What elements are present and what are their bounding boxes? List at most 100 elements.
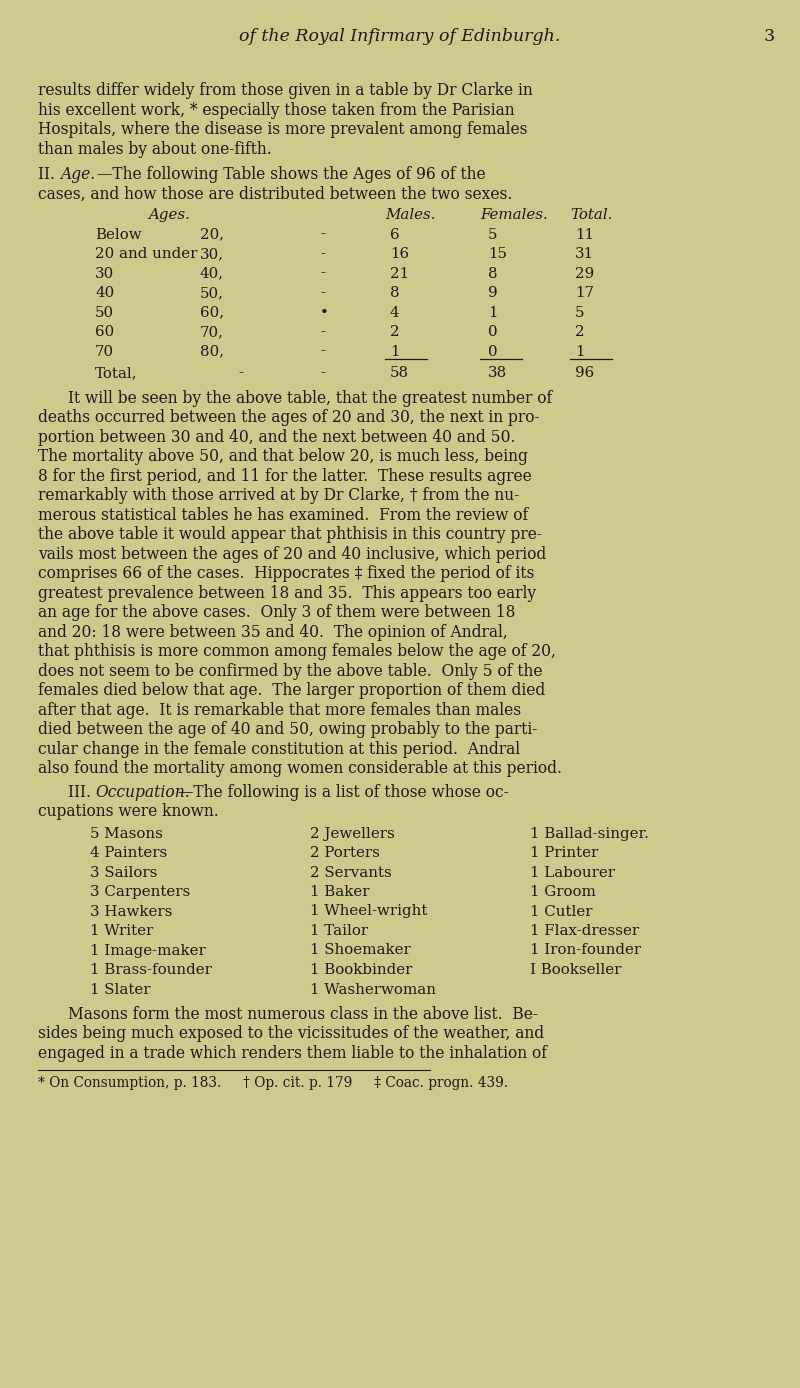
Text: also found the mortality among women considerable at this period.: also found the mortality among women con… — [38, 761, 562, 777]
Text: -: - — [320, 344, 325, 358]
Text: vails most between the ages of 20 and 40 inclusive, which period: vails most between the ages of 20 and 40… — [38, 545, 546, 562]
Text: 3: 3 — [764, 28, 775, 44]
Text: 50: 50 — [95, 305, 114, 319]
Text: 1 Cutler: 1 Cutler — [530, 905, 593, 919]
Text: 29: 29 — [575, 266, 594, 280]
Text: 6: 6 — [390, 228, 400, 242]
Text: 60: 60 — [95, 325, 114, 339]
Text: —The following is a list of those whose oc-: —The following is a list of those whose … — [178, 783, 509, 801]
Text: Males.: Males. — [385, 208, 435, 222]
Text: 9: 9 — [488, 286, 498, 300]
Text: his excellent work, * especially those taken from the Parisian: his excellent work, * especially those t… — [38, 101, 514, 118]
Text: 70: 70 — [95, 344, 114, 358]
Text: 2 Servants: 2 Servants — [310, 866, 392, 880]
Text: 96: 96 — [575, 366, 594, 380]
Text: 30: 30 — [95, 266, 114, 280]
Text: deaths occurred between the ages of 20 and 30, the next in pro-: deaths occurred between the ages of 20 a… — [38, 409, 540, 426]
Text: 1: 1 — [575, 344, 585, 358]
Text: 15: 15 — [488, 247, 507, 261]
Text: greatest prevalence between 18 and 35.  This appears too early: greatest prevalence between 18 and 35. T… — [38, 584, 536, 601]
Text: 1 Wheel-wright: 1 Wheel-wright — [310, 905, 427, 919]
Text: remarkably with those arrived at by Dr Clarke, † from the nu-: remarkably with those arrived at by Dr C… — [38, 487, 519, 504]
Text: of the Royal Infirmary of Edinburgh.: of the Royal Infirmary of Edinburgh. — [239, 28, 561, 44]
Text: 31: 31 — [575, 247, 594, 261]
Text: III.: III. — [68, 783, 96, 801]
Text: cular change in the female constitution at this period.  Andral: cular change in the female constitution … — [38, 741, 520, 758]
Text: 2 Porters: 2 Porters — [310, 847, 380, 861]
Text: does not seem to be confirmed by the above table.  Only 5 of the: does not seem to be confirmed by the abo… — [38, 662, 542, 680]
Text: 30,: 30, — [200, 247, 224, 261]
Text: merous statistical tables he has examined.  From the review of: merous statistical tables he has examine… — [38, 507, 528, 523]
Text: -: - — [320, 366, 325, 380]
Text: 2: 2 — [390, 325, 400, 339]
Text: 1 Brass-founder: 1 Brass-founder — [90, 963, 212, 977]
Text: -: - — [320, 325, 325, 339]
Text: II.: II. — [38, 167, 60, 183]
Text: 1 Baker: 1 Baker — [310, 886, 370, 899]
Text: Hospitals, where the disease is more prevalent among females: Hospitals, where the disease is more pre… — [38, 121, 527, 137]
Text: 1: 1 — [488, 305, 498, 319]
Text: 20,: 20, — [200, 228, 224, 242]
Text: 2 Jewellers: 2 Jewellers — [310, 826, 394, 841]
Text: 5: 5 — [488, 228, 498, 242]
Text: 3 Sailors: 3 Sailors — [90, 866, 158, 880]
Text: comprises 66 of the cases.  Hippocrates ‡ fixed the period of its: comprises 66 of the cases. Hippocrates ‡… — [38, 565, 534, 582]
Text: and 20: 18 were between 35 and 40.  The opinion of Andral,: and 20: 18 were between 35 and 40. The o… — [38, 623, 508, 640]
Text: 1 Bookbinder: 1 Bookbinder — [310, 963, 412, 977]
Text: 20 and under: 20 and under — [95, 247, 198, 261]
Text: 40,: 40, — [200, 266, 224, 280]
Text: -: - — [320, 266, 325, 280]
Text: Females.: Females. — [480, 208, 548, 222]
Text: 8 for the first period, and 11 for the latter.  These results agree: 8 for the first period, and 11 for the l… — [38, 468, 532, 484]
Text: 1 Labourer: 1 Labourer — [530, 866, 615, 880]
Text: It will be seen by the above table, that the greatest number of: It will be seen by the above table, that… — [68, 390, 552, 407]
Text: 17: 17 — [575, 286, 594, 300]
Text: 70,: 70, — [200, 325, 224, 339]
Text: 21: 21 — [390, 266, 409, 280]
Text: 38: 38 — [488, 366, 507, 380]
Text: 80,: 80, — [200, 344, 224, 358]
Text: 1 Writer: 1 Writer — [90, 924, 154, 938]
Text: portion between 30 and 40, and the next between 40 and 50.: portion between 30 and 40, and the next … — [38, 429, 515, 446]
Text: 5: 5 — [575, 305, 585, 319]
Text: Masons form the most numerous class in the above list.  Be-: Masons form the most numerous class in t… — [68, 1006, 538, 1023]
Text: 0: 0 — [488, 325, 498, 339]
Text: 16: 16 — [390, 247, 409, 261]
Text: -: - — [238, 366, 243, 380]
Text: 1 Ballad-singer.: 1 Ballad-singer. — [530, 826, 649, 841]
Text: 40: 40 — [95, 286, 114, 300]
Text: Ages.: Ages. — [148, 208, 190, 222]
Text: 4: 4 — [390, 305, 400, 319]
Text: engaged in a trade which renders them liable to the inhalation of: engaged in a trade which renders them li… — [38, 1045, 547, 1062]
Text: 58: 58 — [390, 366, 409, 380]
Text: Below: Below — [95, 228, 142, 242]
Text: 3 Hawkers: 3 Hawkers — [90, 905, 172, 919]
Text: an age for the above cases.  Only 3 of them were between 18: an age for the above cases. Only 3 of th… — [38, 604, 515, 620]
Text: 1 Image-maker: 1 Image-maker — [90, 944, 206, 958]
Text: 2: 2 — [575, 325, 585, 339]
Text: 1 Printer: 1 Printer — [530, 847, 598, 861]
Text: that phthisis is more common among females below the age of 20,: that phthisis is more common among femal… — [38, 643, 556, 661]
Text: 1 Groom: 1 Groom — [530, 886, 596, 899]
Text: 60,: 60, — [200, 305, 224, 319]
Text: 50,: 50, — [200, 286, 224, 300]
Text: after that age.  It is remarkable that more females than males: after that age. It is remarkable that mo… — [38, 701, 521, 719]
Text: Age.: Age. — [60, 167, 95, 183]
Text: sides being much exposed to the vicissitudes of the weather, and: sides being much exposed to the vicissit… — [38, 1026, 544, 1042]
Text: 1 Iron-founder: 1 Iron-founder — [530, 944, 641, 958]
Text: —The following Table shows the Ages of 96 of the: —The following Table shows the Ages of 9… — [97, 167, 486, 183]
Text: I Bookseller: I Bookseller — [530, 963, 622, 977]
Text: 1 Shoemaker: 1 Shoemaker — [310, 944, 410, 958]
Text: 11: 11 — [575, 228, 594, 242]
Text: 4 Painters: 4 Painters — [90, 847, 167, 861]
Text: -: - — [320, 286, 325, 300]
Text: females died below that age.  The larger proportion of them died: females died below that age. The larger … — [38, 682, 546, 700]
Text: 1 Washerwoman: 1 Washerwoman — [310, 983, 436, 997]
Text: •: • — [320, 305, 329, 319]
Text: the above table it would appear that phthisis in this country pre-: the above table it would appear that pht… — [38, 526, 542, 543]
Text: * On Consumption, p. 183.     † Op. cit. p. 179     ‡ Coac. progn. 439.: * On Consumption, p. 183. † Op. cit. p. … — [38, 1076, 508, 1090]
Text: -: - — [320, 228, 325, 242]
Text: 1: 1 — [390, 344, 399, 358]
Text: died between the age of 40 and 50, owing probably to the parti-: died between the age of 40 and 50, owing… — [38, 720, 538, 738]
Text: Total.: Total. — [570, 208, 612, 222]
